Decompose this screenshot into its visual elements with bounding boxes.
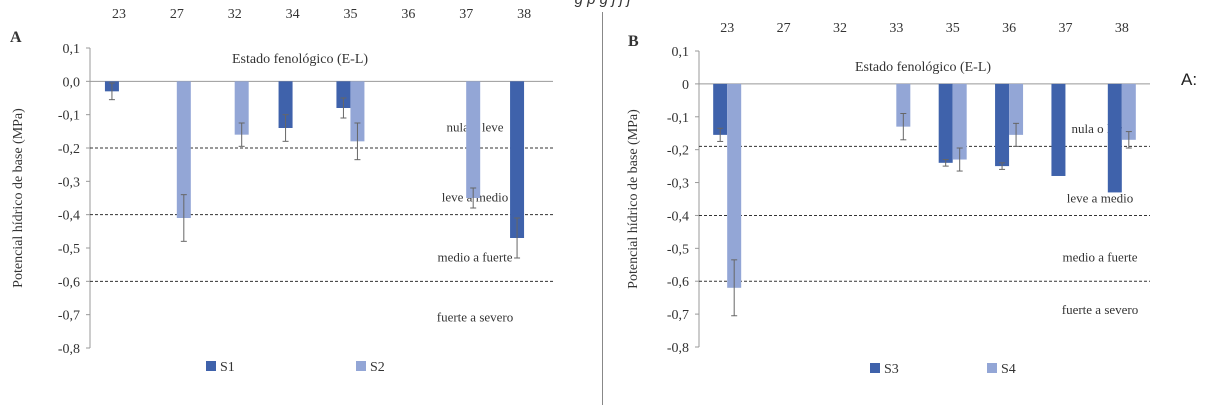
- category-label: 27: [777, 21, 791, 36]
- y-tick-label: -0,7: [58, 309, 80, 324]
- bar-s3: [1107, 83, 1122, 193]
- bar-s3: [995, 83, 1010, 167]
- y-tick-label: -0,5: [667, 242, 689, 257]
- y-tick-label: 0,1: [672, 45, 690, 60]
- zone-label: medio a fuerte: [437, 249, 512, 264]
- zone-label: leve a medio: [1067, 190, 1133, 205]
- bar-s4: [1009, 83, 1024, 135]
- y-tick-label: -0,8: [58, 342, 80, 357]
- y-axis-title: Potencial hídrico de base (MPa): [626, 109, 641, 289]
- y-tick-label: -0,4: [667, 209, 689, 224]
- y-tick-label: -0,1: [58, 109, 80, 124]
- bar-s4: [1121, 83, 1136, 140]
- y-tick-label: 0,0: [63, 75, 81, 90]
- bar-s1: [510, 81, 525, 238]
- legend-swatch: [870, 363, 880, 373]
- y-axis-title: Potencial hídrico de base (MPa): [11, 108, 26, 288]
- legend-swatch: [987, 363, 997, 373]
- category-label: 27: [170, 7, 184, 22]
- bar-s2: [466, 81, 481, 198]
- category-label: 32: [833, 21, 847, 36]
- y-tick-label: -0,3: [667, 177, 689, 192]
- y-tick-label: -0,7: [667, 308, 689, 323]
- y-tick-label: 0: [682, 78, 689, 93]
- category-label: 37: [459, 7, 473, 22]
- legend-label: S3: [884, 362, 899, 377]
- y-tick-label: -0,4: [58, 209, 80, 224]
- bar-s4: [727, 83, 742, 288]
- chart-panel-a: A 0,1 0,0 -0,1 -0,2 -0,3 -0,4 -0,5 -0,6 -0,7 -0,8 P…: [10, 7, 553, 375]
- category-label: 35: [343, 7, 357, 22]
- zone-label: fuerte a severo: [1062, 302, 1139, 317]
- figure-caption-fragment: g p g j j j: [0, 0, 1205, 9]
- y-tick-label: -0,8: [667, 341, 689, 356]
- panel-letter: B: [628, 33, 639, 50]
- y-tick-label: -0,6: [667, 275, 689, 290]
- y-tick-label: -0,3: [58, 175, 80, 190]
- zone-label: medio a fuerte: [1062, 249, 1137, 264]
- category-label: 35: [946, 21, 960, 36]
- bar-s1: [278, 81, 293, 128]
- bar-s2: [176, 81, 191, 218]
- bar-s3: [938, 83, 953, 163]
- bar-s1: [336, 81, 351, 108]
- legend-swatch: [206, 361, 216, 371]
- category-label: 36: [1002, 21, 1016, 36]
- y-tick-label: -0,2: [667, 144, 689, 159]
- category-label: 36: [401, 7, 415, 22]
- legend-label: S1: [220, 360, 235, 375]
- category-label: 23: [720, 21, 734, 36]
- y-tick-label: -0,2: [58, 142, 80, 157]
- side-label: A:: [1181, 70, 1198, 89]
- category-label: 38: [517, 7, 531, 22]
- legend-label: S2: [370, 360, 385, 375]
- category-label: 32: [228, 7, 242, 22]
- category-label: 34: [286, 7, 300, 22]
- x-axis-title: Estado fenológico (E-L): [855, 60, 991, 75]
- x-axis-title: Estado fenológico (E-L): [232, 52, 368, 67]
- chart-panel-b: B 0,1 0 -0,1 -0,2 -0,3 -0,4 -0,5 -0,6 -0,7 -0,8 Pot…: [626, 21, 1150, 377]
- bar-s2: [234, 81, 249, 135]
- category-label: 38: [1115, 21, 1129, 36]
- category-label: 23: [112, 7, 126, 22]
- bar-s4: [952, 83, 967, 160]
- bar-s2: [350, 81, 365, 142]
- legend-swatch: [356, 361, 366, 371]
- bar-s3: [713, 83, 728, 135]
- y-tick-label: -0,1: [667, 111, 689, 126]
- category-label: 33: [889, 21, 903, 36]
- panel-letter: A: [10, 29, 22, 46]
- category-label: 37: [1058, 21, 1072, 36]
- y-tick-label: 0,1: [63, 42, 81, 57]
- panel-divider: [602, 12, 603, 405]
- y-tick-label: -0,5: [58, 242, 80, 257]
- bar-s3: [1051, 83, 1066, 176]
- legend-label: S4: [1001, 362, 1016, 377]
- zone-label: fuerte a severo: [437, 309, 514, 324]
- bar-s4: [896, 83, 911, 127]
- y-tick-label: -0,6: [58, 275, 80, 290]
